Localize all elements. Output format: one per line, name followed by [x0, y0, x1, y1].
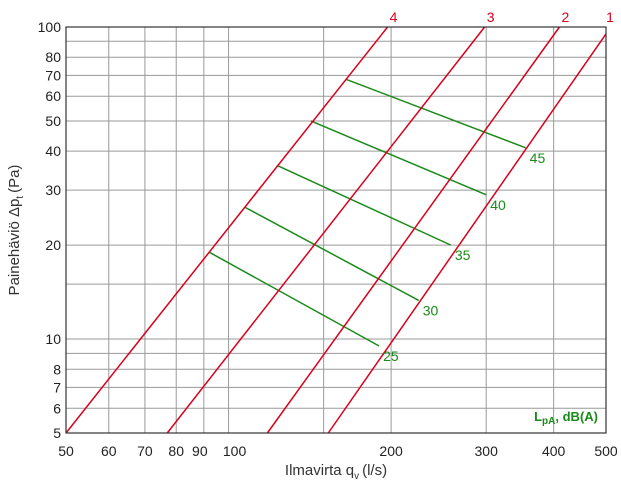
series-line-2: [266, 26, 561, 434]
y-tick-label: 50: [45, 113, 61, 129]
series-label-1: 1: [606, 9, 614, 25]
x-tick-label: 60: [101, 443, 117, 459]
series-line-3: [166, 26, 486, 434]
db-line-25: [208, 251, 380, 347]
y-tick-label: 60: [45, 88, 61, 104]
series-label-2: 2: [562, 9, 570, 25]
x-tick-label: 90: [192, 443, 208, 459]
x-tick-labels: 50 60 70 80 90 100 200 300 400 500: [58, 443, 618, 459]
sound-level-lines: [208, 78, 526, 347]
db-line-35: [276, 164, 452, 246]
db-label-35: 35: [455, 247, 471, 263]
x-tick-label: 300: [475, 443, 499, 459]
plot-frame: [65, 26, 607, 434]
x-tick-label: 500: [594, 443, 618, 459]
x-tick-label: 50: [58, 443, 74, 459]
db-label-45: 45: [530, 150, 546, 166]
x-tick-label: 100: [223, 443, 247, 459]
grid: [65, 26, 607, 434]
db-line-30: [244, 206, 420, 302]
series-label-4: 4: [390, 9, 398, 25]
y-tick-label: 10: [45, 331, 61, 347]
x-tick-label: 400: [542, 443, 566, 459]
db-label-25: 25: [383, 348, 399, 364]
series-line-4: [65, 26, 389, 434]
db-label-40: 40: [490, 197, 506, 213]
y-tick-label: 70: [45, 67, 61, 83]
y-tick-label: 80: [45, 49, 61, 65]
x-axis-label: Ilmavirta qv (l/s): [285, 462, 387, 482]
y-tick-label: 8: [53, 361, 61, 377]
sound-level-unit-note: LpA, dB(A): [534, 409, 598, 427]
x-tick-label: 70: [137, 443, 153, 459]
y-tick-label: 20: [45, 237, 61, 253]
series-labels: 1 2 3 4: [390, 9, 614, 25]
db-labels: 25 30 35 40 45: [383, 150, 545, 364]
y-tick-label: 30: [45, 182, 61, 198]
y-tick-labels: 5 6 7 8 10 20 30 40 50 60 70 80 100: [38, 19, 62, 441]
y-tick-label: 5: [53, 425, 61, 441]
series-label-3: 3: [487, 9, 495, 25]
y-tick-label: 7: [53, 379, 61, 395]
damper-position-lines: [65, 26, 607, 434]
db-line-45: [345, 78, 526, 149]
db-label-30: 30: [423, 302, 439, 318]
y-tick-label: 100: [38, 19, 62, 35]
y-tick-label: 40: [45, 143, 61, 159]
x-tick-label: 80: [168, 443, 184, 459]
x-tick-label: 200: [379, 443, 403, 459]
series-line-1: [327, 33, 607, 434]
db-line-40: [310, 120, 487, 196]
y-axis-label: Painehäviö Δpt(Pa): [6, 165, 26, 296]
y-tick-label: 6: [53, 400, 61, 416]
